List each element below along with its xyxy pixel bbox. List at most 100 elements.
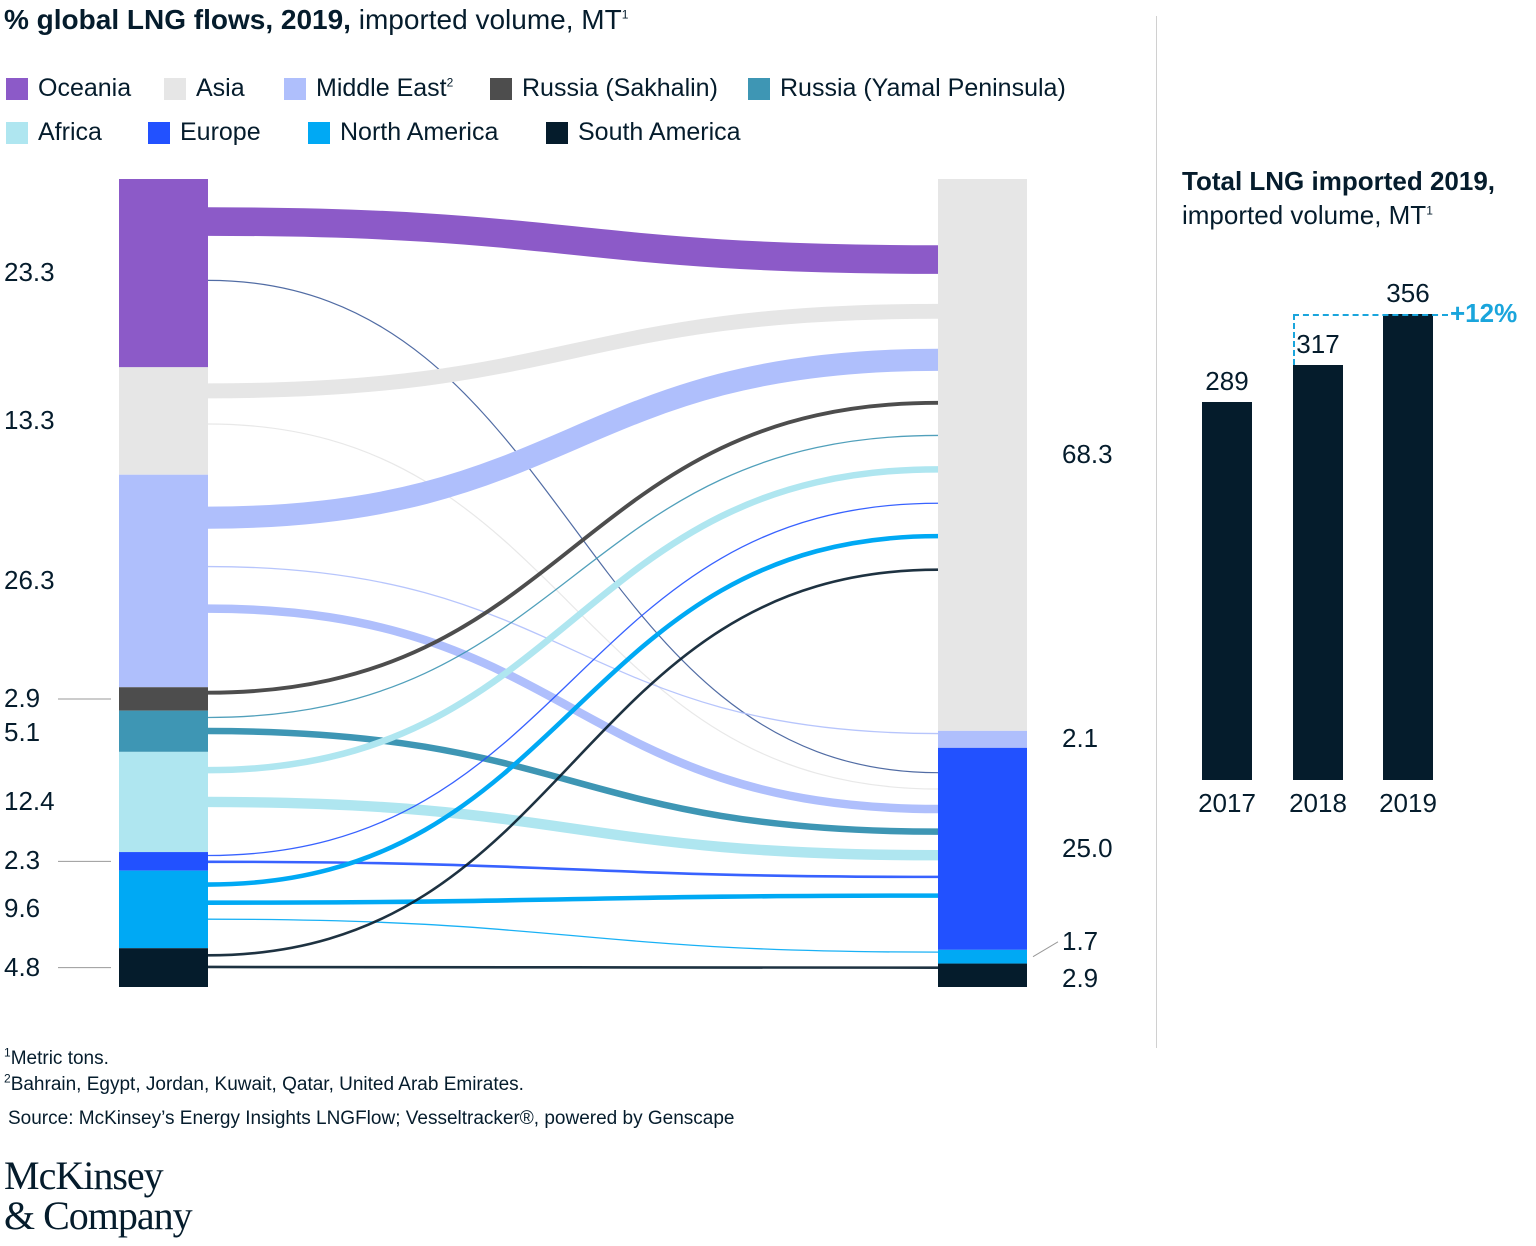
growth-indicator-line xyxy=(1293,314,1448,316)
target-node-europe xyxy=(938,747,1027,950)
bar-value-2019: 356 xyxy=(1386,278,1430,308)
legend-swatch xyxy=(164,77,186,100)
legend-swatch xyxy=(748,77,770,100)
flow-north-america-to-north-america xyxy=(207,918,939,953)
flow-asia-to-europe xyxy=(207,423,939,790)
sankey-chart xyxy=(58,179,1059,987)
footnote-1-text: Metric tons. xyxy=(10,1048,109,1069)
legend-item-north-america: North America xyxy=(308,118,498,147)
source-label-oceania: 23.3 xyxy=(4,257,55,288)
chart-title-rest: imported volume, MT xyxy=(350,4,622,35)
legend-swatch xyxy=(490,77,512,100)
legend-swatch xyxy=(284,77,306,100)
flow-asia-to-asia xyxy=(207,303,939,399)
legend-item-middle-east: Middle East2 xyxy=(284,74,453,103)
target-label-middle-east: 2.1 xyxy=(1062,723,1099,754)
bar-2019 xyxy=(1383,314,1433,780)
target-node-north-america xyxy=(938,949,1027,964)
legend-label: Asia xyxy=(196,74,245,102)
legend-label: Europe xyxy=(180,118,261,146)
source-node-asia xyxy=(119,367,208,475)
target-node-south-america xyxy=(938,963,1027,987)
panel-divider xyxy=(1156,16,1157,1048)
flow-south-america-to-south-america xyxy=(207,965,939,969)
bar-year-2017: 2017 xyxy=(1198,788,1256,818)
chart-title: % global LNG flows, 2019, imported volum… xyxy=(4,4,628,36)
mckinsey-logo: McKinsey & Company xyxy=(4,1153,193,1238)
source-node-middle-east xyxy=(119,474,208,688)
source-label-russia-sakhalin: 2.9 xyxy=(4,682,41,713)
bar-2017 xyxy=(1202,401,1252,780)
target-label-europe: 25.0 xyxy=(1062,832,1113,863)
legend-swatch xyxy=(308,121,330,144)
flow-middle-east-to-asia xyxy=(207,348,939,529)
bar-chart-title-rest: imported volume, MT xyxy=(1182,200,1427,230)
legend-label: Middle East2 xyxy=(316,74,454,102)
source-node-russia-yamal-peninsula xyxy=(119,710,208,752)
flow-russia-yamal-peninsula-to-asia xyxy=(207,434,939,719)
bar-chart-title-footnote-mark: 1 xyxy=(1426,203,1433,218)
source-node-russia-sakhalin xyxy=(119,687,208,711)
bar-value-2017: 289 xyxy=(1205,365,1249,396)
sankey-flows xyxy=(207,207,939,969)
leader-line-target-north-america xyxy=(1032,941,1059,958)
flow-oceania-to-asia xyxy=(207,207,939,274)
legend-item-africa: Africa xyxy=(6,118,102,147)
legend-footnote-mark: 2 xyxy=(446,75,454,90)
chart-title-footnote-mark: 1 xyxy=(621,7,629,22)
growth-label: +12% xyxy=(1450,298,1518,328)
flow-europe-to-europe xyxy=(207,860,939,879)
flow-oceania-to-europe xyxy=(207,279,939,774)
footnote-1: 1Metric tons. xyxy=(4,1045,109,1070)
legend-label: Russia (Sakhalin) xyxy=(522,74,718,102)
legend-swatch xyxy=(6,77,28,100)
footnote-1-mark: 1 xyxy=(4,1045,11,1060)
legend-swatch xyxy=(6,121,28,144)
chart-title-bold: % global LNG flows, 2019, xyxy=(4,4,351,35)
target-label-south-america: 2.9 xyxy=(1062,963,1099,994)
legend-item-south-america: South America xyxy=(546,118,741,147)
bar-chart-title: Total LNG imported 2019, imported volume… xyxy=(1182,164,1522,232)
source-node-oceania xyxy=(119,179,208,368)
legend-item-russia-yamal-peninsula: Russia (Yamal Peninsula) xyxy=(748,74,1066,103)
source-label-europe: 2.3 xyxy=(4,845,41,876)
source-node-europe xyxy=(119,852,208,871)
target-node-asia xyxy=(938,179,1027,731)
flow-south-america-to-asia xyxy=(207,568,939,957)
logo-line-2: & Company xyxy=(4,1193,193,1238)
legend-item-russia-sakhalin: Russia (Sakhalin) xyxy=(490,74,718,103)
flow-north-america-to-europe xyxy=(207,893,939,905)
legend-item-oceania: Oceania xyxy=(6,74,131,103)
legend-item-europe: Europe xyxy=(148,118,261,147)
source-node-south-america xyxy=(119,948,208,987)
target-label-asia: 68.3 xyxy=(1062,438,1113,469)
legend-label: Africa xyxy=(38,118,102,146)
target-node-middle-east xyxy=(938,730,1027,748)
source-node-africa xyxy=(119,751,208,853)
flow-africa-to-asia xyxy=(207,466,939,774)
bar-year-2019: 2019 xyxy=(1379,788,1437,818)
target-label-north-america: 1.7 xyxy=(1062,925,1099,956)
source-label-middle-east: 26.3 xyxy=(4,564,55,595)
source-label-russia-yamal-peninsula: 5.1 xyxy=(4,717,41,748)
source-node-north-america xyxy=(119,870,208,949)
legend-label: Oceania xyxy=(38,74,132,102)
bar-chart-title-bold: Total LNG imported 2019, xyxy=(1182,166,1496,196)
flow-russia-sakhalin-to-asia xyxy=(207,400,939,695)
source-note: Source: McKinsey’s Energy Insights LNGFl… xyxy=(8,1108,735,1129)
footnote-2: 2Bahrain, Egypt, Jordan, Kuwait, Qatar, … xyxy=(4,1071,524,1096)
legend-label: North America xyxy=(340,118,499,146)
bar-value-2018: 317 xyxy=(1296,329,1340,360)
footnote-2-mark: 2 xyxy=(4,1071,11,1086)
flow-europe-to-asia xyxy=(207,502,939,857)
legend-swatch xyxy=(546,121,568,144)
source-label-africa: 12.4 xyxy=(4,785,55,816)
legend-label: South America xyxy=(578,118,741,146)
flow-north-america-to-asia xyxy=(207,533,939,887)
flow-africa-to-europe xyxy=(207,796,939,861)
flow-middle-east-to-middle-east xyxy=(207,565,939,735)
source-label-south-america: 4.8 xyxy=(4,951,41,982)
flow-russia-yamal-peninsula-to-europe xyxy=(207,727,939,835)
footnote-2-text: Bahrain, Egypt, Jordan, Kuwait, Qatar, U… xyxy=(10,1074,524,1095)
logo-line-1: McKinsey xyxy=(4,1153,164,1198)
